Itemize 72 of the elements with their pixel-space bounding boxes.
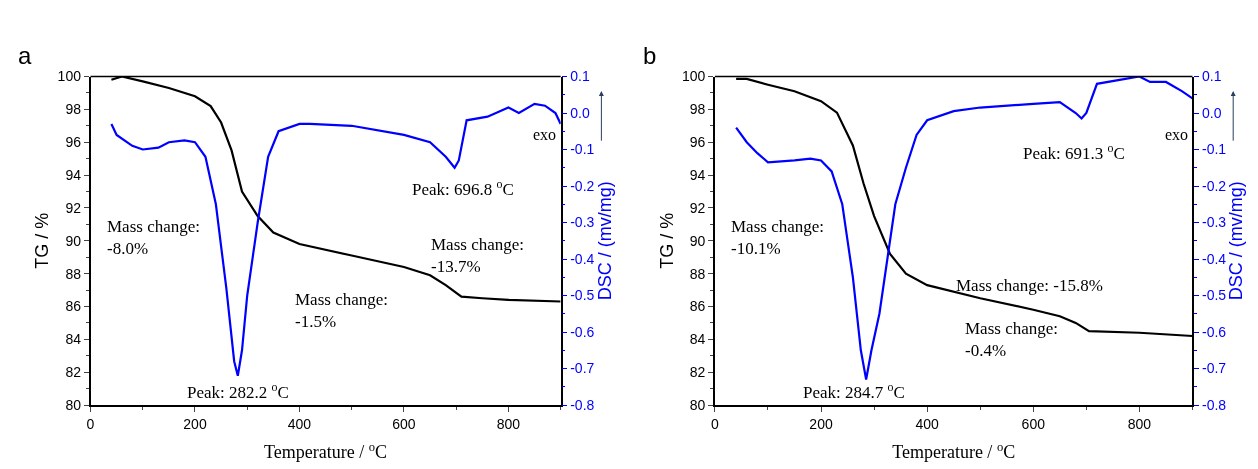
y2-tick-label: -0.6: [570, 323, 595, 340]
y2-tick-label: -0.4: [570, 250, 595, 267]
y2-tick-label: -0.7: [570, 360, 595, 377]
chart-title: b: [643, 42, 657, 69]
y-tick-label: 92: [65, 199, 82, 216]
x-tick-label: 600: [1021, 415, 1046, 432]
y2-tick-label: -0.8: [1202, 396, 1227, 413]
x-tick-label: 0: [86, 415, 95, 432]
y2-tick-label: -0.2: [1202, 177, 1227, 194]
y2-tick-label: -0.1: [570, 141, 595, 158]
x-tick-label: 0: [711, 415, 720, 432]
x-tick-label: 600: [392, 415, 416, 432]
annotation: Mass change: -10.1%: [731, 217, 825, 259]
y-tick-label: 88: [65, 265, 82, 282]
y2-tick-label: 0.0: [1202, 104, 1222, 121]
y2-tick-label: -0.7: [1202, 360, 1227, 377]
annotation: exo: [533, 126, 557, 143]
y2-tick-label: -0.5: [570, 287, 595, 304]
y2-axis-title: DSC / (mv/mg): [594, 181, 615, 301]
y2-tick-label: -0.1: [1202, 141, 1227, 158]
y2-tick-label: -0.3: [570, 214, 595, 231]
y-tick-label: 94: [65, 166, 82, 183]
y-tick-label: 80: [65, 396, 82, 413]
y2-axis-title: DSC / (mv/mg): [1226, 181, 1247, 301]
y2-tick-label: -0.8: [570, 396, 595, 413]
annotation: Mass change: -0.4%: [965, 319, 1059, 361]
y-tick-label: 96: [65, 134, 82, 151]
y-tick-label: 94: [689, 166, 706, 183]
chart-title: a: [18, 42, 32, 69]
y-axis-title: TG / %: [32, 212, 53, 269]
y-tick-label: 90: [689, 232, 706, 249]
y-tick-label: 98: [689, 101, 706, 118]
x-tick-label: 400: [915, 415, 940, 432]
y-tick-label: 84: [65, 331, 82, 348]
y-tick-label: 82: [65, 364, 82, 381]
y-tick-label: 86: [65, 298, 82, 315]
annotation: Peak: 282.2 $^{o}$C: [187, 380, 289, 403]
y2-tick-label: -0.5: [1202, 287, 1227, 304]
annotation: exo: [1165, 126, 1189, 143]
y-tick-label: 90: [65, 232, 82, 249]
annotation: Mass change: -8.0%: [107, 217, 201, 259]
y-tick-label: 100: [682, 68, 706, 85]
x-tick-label: 200: [809, 415, 833, 432]
x-tick-label: 800: [1127, 415, 1152, 432]
x-tick-label: 200: [183, 415, 207, 432]
x-axis-title: Temperature / $^{o}$C: [892, 439, 1016, 463]
y-tick-label: 100: [57, 68, 82, 85]
x-axis-title: Temperature / $^{o}$C: [264, 439, 388, 463]
annotation: Peak: 691.3 $^{o}$C: [1023, 141, 1125, 164]
y-tick-label: 82: [689, 364, 706, 381]
y-tick-label: 88: [689, 265, 706, 282]
y-tick-label: 92: [689, 199, 706, 216]
y-tick-label: 96: [689, 134, 706, 151]
y-tick-label: 84: [689, 331, 706, 348]
annotation: Mass change: -15.8%: [956, 276, 1103, 295]
y-tick-label: 80: [689, 396, 706, 413]
y-axis-title: TG / %: [656, 212, 677, 269]
annotation: Peak: 696.8 $^{o}$C: [412, 177, 514, 200]
y2-tick-label: -0.3: [1202, 214, 1227, 231]
x-tick-label: 800: [496, 415, 521, 432]
y2-tick-label: -0.4: [1202, 250, 1227, 267]
y-tick-label: 98: [65, 101, 82, 118]
annotation: Mass change: -13.7%: [431, 235, 525, 277]
annotation: Mass change: -1.5%: [295, 290, 389, 332]
y2-tick-label: -0.6: [1202, 323, 1227, 340]
y2-tick-label: 0.1: [570, 68, 590, 85]
y2-tick-label: 0.0: [570, 104, 590, 121]
annotation: Peak: 284.7 $^{o}$C: [803, 380, 905, 403]
y-tick-label: 86: [689, 298, 706, 315]
y2-tick-label: 0.1: [1202, 68, 1222, 85]
x-tick-label: 400: [287, 415, 312, 432]
y2-tick-label: -0.2: [570, 177, 595, 194]
